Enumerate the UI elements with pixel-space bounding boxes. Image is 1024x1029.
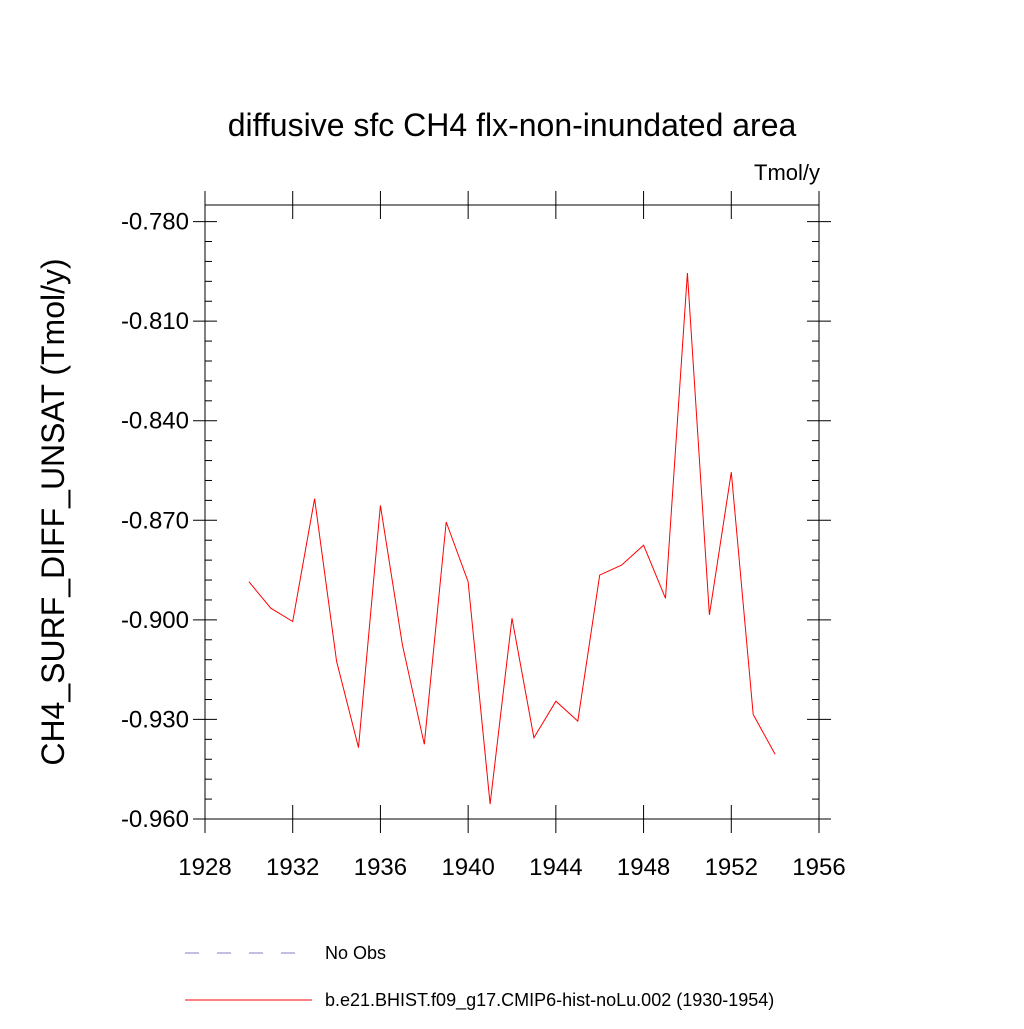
y-tick-label: -0.900 (121, 607, 189, 634)
x-tick-label: 1940 (441, 854, 494, 881)
legend-label: b.e21.BHIST.f09_g17.CMIP6-hist-noLu.002 … (325, 990, 774, 1011)
legend: No Obs b.e21.BHIST.f09_g17.CMIP6-hist-noL… (185, 943, 774, 1011)
y-tick-label: -0.960 (121, 806, 189, 833)
units-label: Tmol/y (754, 160, 820, 185)
legend-label: No Obs (325, 943, 386, 963)
y-axis-label: CH4_SURF_DIFF_UNSAT (Tmol/y) (35, 258, 71, 765)
x-tick-label: 1956 (792, 854, 845, 881)
y-tick-labels: -0.960 -0.930 -0.900 -0.870 -0.840 -0.810 -0.7… (121, 209, 189, 833)
axis-ticks (193, 191, 831, 833)
series-line (248, 272, 776, 805)
y-tick-label: -0.780 (121, 209, 189, 236)
plot-frame (204, 204, 820, 820)
y-tick-label: -0.930 (121, 706, 189, 733)
series-layer (248, 272, 776, 805)
y-tick-label: -0.810 (121, 308, 189, 335)
x-tick-label: 1944 (529, 854, 582, 881)
chart-title: diffusive sfc CH4 flx-non-inundated area (228, 107, 797, 143)
y-tick-label: -0.870 (121, 507, 189, 534)
x-tick-label: 1948 (617, 854, 670, 881)
y-tick-label: -0.840 (121, 408, 189, 435)
x-tick-label: 1932 (266, 854, 319, 881)
x-tick-labels: 1928 1932 1936 1940 1944 1948 1952 1956 (178, 854, 845, 881)
x-tick-label: 1952 (705, 854, 758, 881)
x-tick-label: 1928 (178, 854, 231, 881)
x-tick-label: 1936 (354, 854, 407, 881)
